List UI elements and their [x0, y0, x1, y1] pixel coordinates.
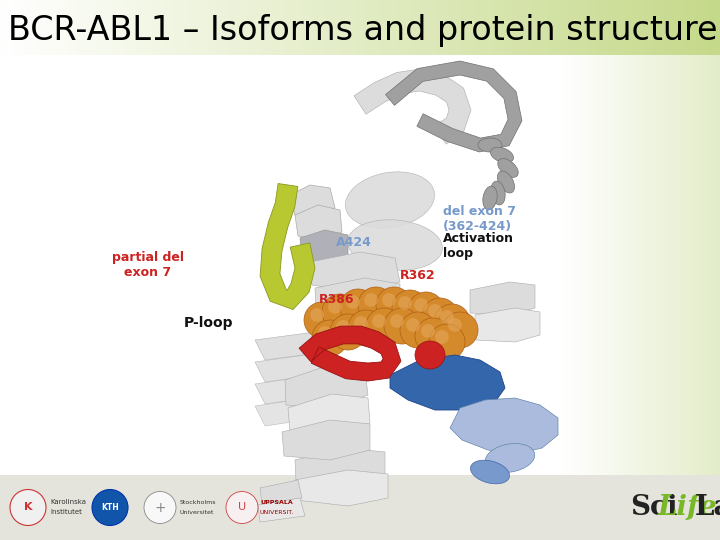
- Text: K: K: [24, 503, 32, 512]
- Circle shape: [392, 290, 428, 326]
- Ellipse shape: [483, 186, 498, 210]
- Text: Universitet: Universitet: [180, 510, 215, 515]
- Text: Institutet: Institutet: [50, 510, 82, 516]
- Text: Activation
loop: Activation loop: [443, 232, 514, 260]
- Text: Lab: Lab: [695, 494, 720, 521]
- Ellipse shape: [348, 220, 442, 270]
- Circle shape: [382, 293, 396, 307]
- Polygon shape: [295, 470, 388, 506]
- Text: P-loop: P-loop: [184, 316, 233, 330]
- Ellipse shape: [498, 159, 518, 178]
- Polygon shape: [475, 308, 540, 342]
- Text: U: U: [238, 503, 246, 512]
- Polygon shape: [295, 205, 342, 240]
- Circle shape: [442, 312, 478, 348]
- Circle shape: [440, 310, 454, 324]
- Polygon shape: [310, 252, 400, 292]
- Circle shape: [340, 289, 376, 325]
- Text: KTH: KTH: [101, 503, 119, 512]
- Text: Stockholms: Stockholms: [180, 500, 217, 505]
- Text: Sci: Sci: [630, 494, 678, 521]
- Circle shape: [398, 296, 412, 310]
- Circle shape: [372, 314, 386, 328]
- Circle shape: [415, 318, 451, 354]
- Polygon shape: [300, 230, 348, 264]
- Circle shape: [144, 491, 176, 523]
- FancyBboxPatch shape: [0, 55, 720, 475]
- Circle shape: [428, 304, 442, 318]
- Polygon shape: [255, 354, 323, 382]
- Circle shape: [421, 324, 435, 338]
- Circle shape: [434, 304, 470, 340]
- Text: UPPSALA: UPPSALA: [260, 500, 293, 505]
- Circle shape: [312, 320, 348, 356]
- Circle shape: [330, 314, 366, 350]
- Circle shape: [354, 316, 368, 330]
- Text: Life: Life: [658, 494, 718, 521]
- Polygon shape: [295, 448, 385, 485]
- Polygon shape: [315, 278, 400, 316]
- Text: R362: R362: [400, 269, 435, 282]
- Polygon shape: [255, 398, 319, 426]
- Polygon shape: [450, 398, 558, 454]
- Circle shape: [384, 308, 420, 344]
- Text: Karolinska: Karolinska: [50, 500, 86, 505]
- Polygon shape: [288, 394, 370, 435]
- Ellipse shape: [470, 460, 510, 484]
- Circle shape: [408, 292, 444, 328]
- Circle shape: [422, 298, 458, 334]
- Polygon shape: [260, 480, 302, 505]
- Ellipse shape: [498, 171, 515, 193]
- Circle shape: [310, 308, 324, 322]
- Polygon shape: [470, 282, 535, 315]
- Polygon shape: [385, 61, 522, 152]
- Ellipse shape: [478, 138, 502, 152]
- Text: UNIVERSIT.: UNIVERSIT.: [260, 510, 294, 515]
- Circle shape: [358, 287, 394, 323]
- Circle shape: [406, 318, 420, 332]
- Polygon shape: [258, 498, 305, 522]
- Polygon shape: [260, 184, 315, 309]
- Circle shape: [226, 491, 258, 523]
- Circle shape: [346, 295, 360, 309]
- Ellipse shape: [346, 172, 435, 228]
- FancyBboxPatch shape: [0, 475, 720, 540]
- Text: BCR-ABL1 – Isoforms and protein structure: BCR-ABL1 – Isoforms and protein structur…: [8, 14, 718, 47]
- Circle shape: [414, 298, 428, 312]
- Circle shape: [348, 310, 384, 346]
- Circle shape: [400, 312, 436, 348]
- Circle shape: [448, 318, 462, 332]
- Polygon shape: [390, 355, 505, 410]
- Text: R386: R386: [319, 293, 355, 306]
- Polygon shape: [354, 69, 471, 144]
- Circle shape: [366, 308, 402, 344]
- Ellipse shape: [490, 147, 513, 163]
- Circle shape: [435, 330, 449, 344]
- Circle shape: [10, 489, 46, 525]
- Polygon shape: [299, 326, 401, 381]
- Circle shape: [318, 326, 332, 340]
- Polygon shape: [290, 185, 335, 218]
- Circle shape: [322, 294, 358, 330]
- Ellipse shape: [491, 181, 505, 205]
- Text: A424: A424: [336, 237, 372, 249]
- Text: del exon 7
(362-424): del exon 7 (362-424): [443, 205, 516, 233]
- Polygon shape: [282, 420, 370, 460]
- Text: +: +: [154, 501, 166, 515]
- Circle shape: [328, 300, 342, 314]
- Circle shape: [376, 287, 412, 323]
- Polygon shape: [255, 376, 321, 404]
- Circle shape: [92, 489, 128, 525]
- Polygon shape: [255, 332, 325, 360]
- Text: partial del
exon 7: partial del exon 7: [112, 251, 184, 279]
- Ellipse shape: [485, 443, 535, 472]
- Polygon shape: [285, 365, 368, 408]
- Circle shape: [304, 302, 340, 338]
- Circle shape: [429, 324, 465, 360]
- Circle shape: [390, 314, 404, 328]
- Ellipse shape: [415, 341, 445, 369]
- Circle shape: [336, 320, 350, 334]
- Circle shape: [364, 293, 378, 307]
